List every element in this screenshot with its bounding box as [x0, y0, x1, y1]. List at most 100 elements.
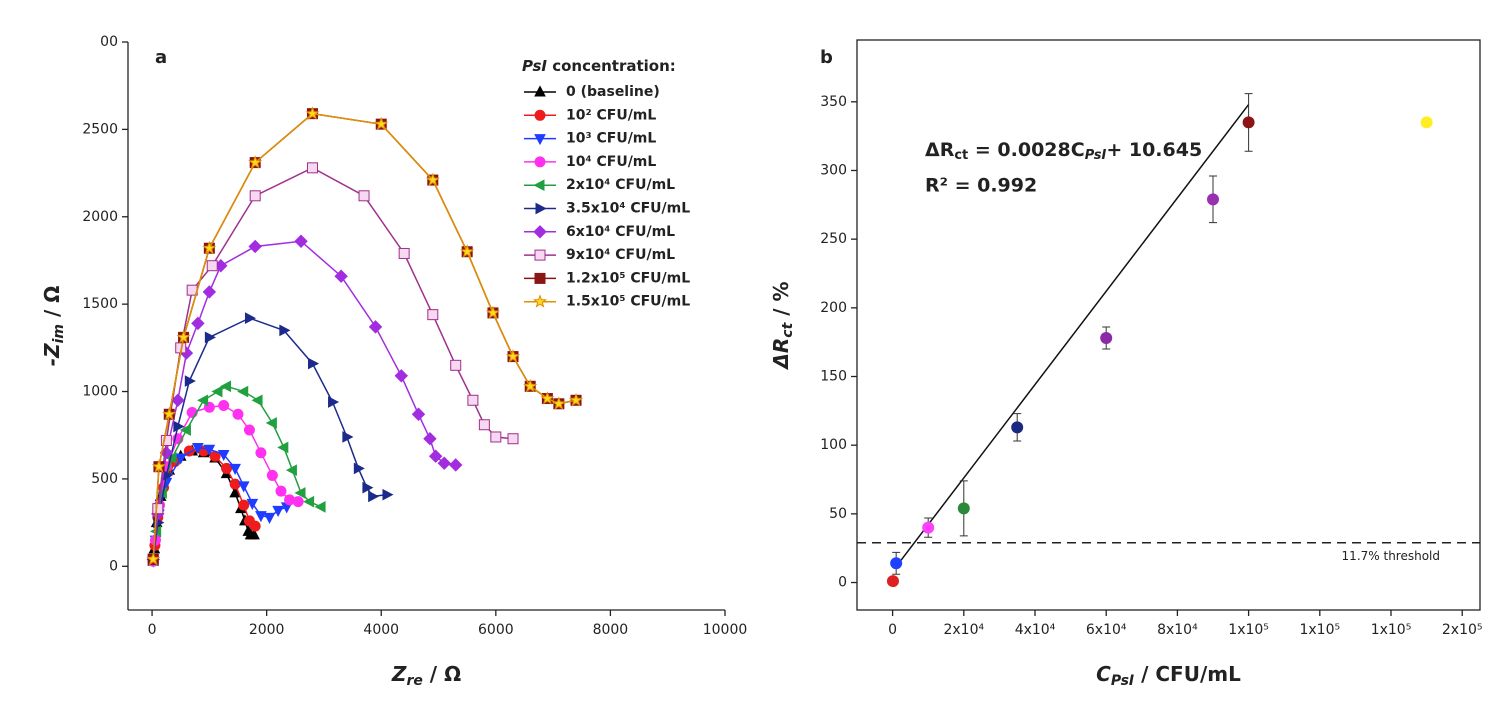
x-tick-label: 6000: [478, 622, 514, 638]
marker: [368, 490, 380, 503]
marker: [197, 394, 209, 407]
y-axis-label-part: im: [51, 324, 67, 343]
legend-label: 3.5x10⁴ CFU/mL: [566, 201, 690, 217]
equation-part: + 10.645: [1106, 139, 1202, 161]
x-axis-label-part: PsI: [1111, 673, 1134, 689]
legend-title: PsI concentration:: [522, 57, 676, 75]
x-tick-label: 1x10⁵: [1299, 622, 1340, 638]
data-point: [890, 557, 903, 570]
marker: [272, 505, 284, 517]
marker: [237, 385, 249, 398]
marker: [255, 511, 267, 523]
marker: [467, 394, 479, 406]
series-line: [152, 112, 577, 560]
x-tick-label: 2x10⁵: [1442, 622, 1483, 638]
y-axis-label: ΔRct / %: [769, 281, 797, 370]
marker: [368, 320, 383, 334]
y-tick-label: 00: [100, 34, 118, 50]
y-tick-label: 350: [820, 94, 847, 110]
marker: [535, 202, 547, 215]
marker: [523, 378, 538, 393]
marker: [249, 520, 261, 532]
marker: [186, 407, 198, 419]
x-axis-label-part: re: [406, 673, 422, 689]
legend-label: 2x10⁴ CFU/mL: [566, 177, 675, 193]
marker: [334, 269, 348, 283]
marker: [285, 464, 297, 477]
x-tick-label: 6x10⁴: [1086, 622, 1127, 638]
marker: [533, 179, 545, 192]
marker: [203, 444, 216, 456]
marker: [171, 393, 185, 407]
marker: [358, 190, 370, 202]
x-axis-label: CPsI / CFU/mL: [1096, 662, 1241, 690]
marker: [275, 485, 287, 497]
marker: [507, 433, 519, 445]
marker: [229, 478, 241, 490]
marker: [394, 369, 408, 383]
y-tick-label: 0: [838, 575, 847, 591]
marker: [179, 424, 191, 436]
panel-label: b: [820, 47, 833, 68]
marker: [292, 496, 304, 508]
marker: [243, 424, 255, 436]
legend-label: 10² CFU/mL: [566, 107, 656, 123]
marker: [217, 449, 230, 462]
marker: [279, 324, 291, 337]
marker: [398, 247, 410, 259]
y-tick-label: 0: [109, 558, 118, 574]
y-axis-label-part: / %: [769, 281, 793, 322]
marker: [460, 244, 475, 258]
marker: [428, 449, 443, 463]
equation-part: = 0.0028C: [968, 139, 1084, 161]
marker: [411, 407, 426, 421]
x-axis-label-part: / Ω: [423, 662, 461, 686]
marker: [246, 498, 259, 510]
x-tick-label: 0: [148, 622, 157, 638]
x-tick-label: 10000: [703, 622, 748, 638]
y-axis-label-part: ct: [780, 321, 796, 337]
marker: [265, 417, 277, 429]
data-point: [922, 521, 935, 534]
marker: [206, 260, 218, 272]
marker: [374, 116, 389, 131]
marker: [184, 375, 196, 387]
x-tick-label: 8000: [593, 622, 629, 638]
x-axis-label-part: / CFU/mL: [1134, 662, 1241, 686]
marker: [191, 316, 205, 331]
marker: [490, 431, 502, 443]
equation: ΔRct = 0.0028CPsI+ 10.645: [925, 139, 1202, 163]
marker: [192, 442, 204, 455]
x-tick-label: 4x10⁴: [1015, 622, 1056, 638]
marker: [146, 551, 161, 566]
y-tick-label: 2500: [82, 121, 118, 137]
y-tick-label: 2000: [82, 209, 118, 225]
marker: [248, 528, 260, 540]
marker: [362, 481, 374, 494]
marker: [202, 285, 217, 299]
marker: [534, 109, 546, 121]
data-point: [1242, 116, 1255, 129]
marker: [534, 85, 546, 97]
legend-title-part: PsI: [522, 57, 547, 75]
marker: [306, 162, 318, 174]
marker: [427, 309, 439, 321]
marker: [307, 357, 320, 370]
legend-label: 10⁴ CFU/mL: [566, 154, 656, 170]
marker: [249, 190, 261, 202]
y-tick-label: 1500: [82, 296, 118, 312]
marker: [219, 380, 232, 393]
y-tick-label: 250: [820, 231, 847, 247]
legend-label: 0 (baseline): [566, 84, 660, 100]
marker: [534, 272, 546, 284]
marker: [218, 400, 230, 412]
marker: [423, 432, 437, 446]
marker: [160, 434, 172, 446]
marker: [151, 459, 167, 473]
marker: [382, 488, 394, 501]
equation-part: PsI: [1085, 148, 1107, 163]
legend-label: 6x10⁴ CFU/mL: [566, 224, 675, 240]
x-tick-label: 2000: [249, 622, 285, 638]
y-tick-label: 500: [91, 471, 118, 487]
legend-title-part: concentration:: [547, 57, 676, 75]
